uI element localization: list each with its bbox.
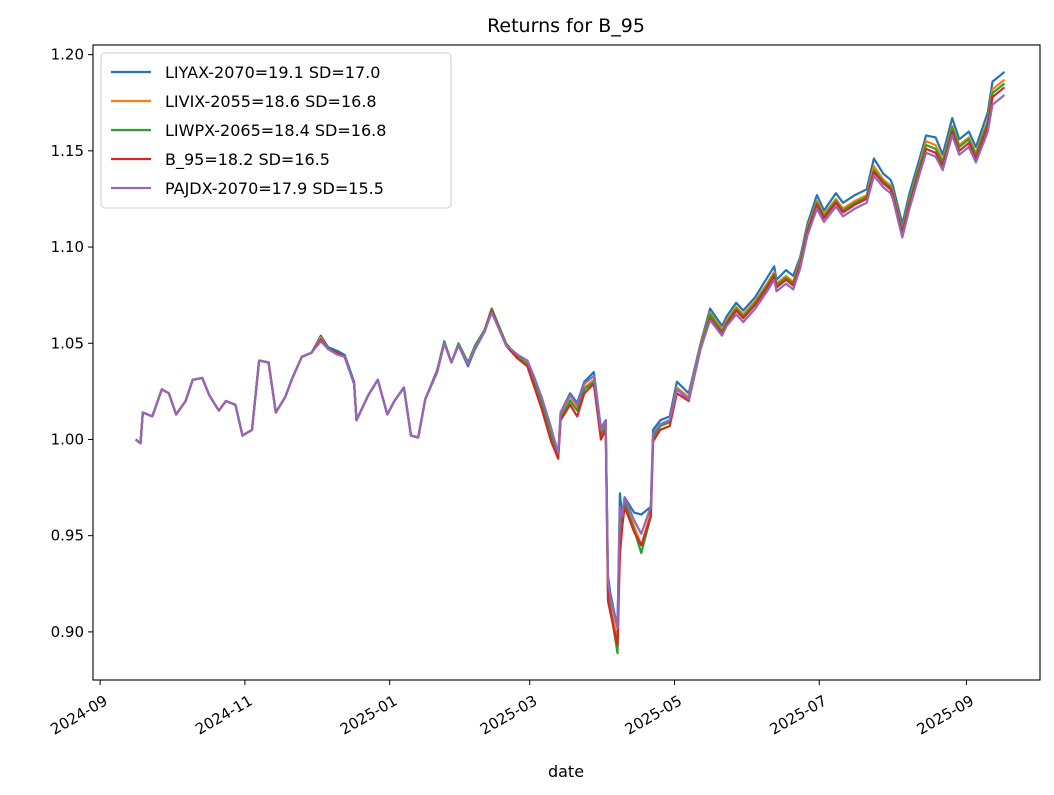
legend-label-4: B_95=18.2 SD=16.5 (165, 150, 330, 170)
series-layer (135, 71, 1006, 655)
y-axis: 0.90 0.95 1.00 1.05 1.10 1.15 1.20 (51, 46, 93, 641)
y-tick-label-6: 1.15 (51, 142, 84, 160)
legend: LIYAX-2070=19.1 SD=17.0 LIVIX-2055=18.6 S… (100, 52, 452, 209)
y-tick-label-1: 0.90 (51, 623, 84, 641)
series-line-5 (135, 94, 1006, 630)
legend-label-5: PAJDX-2070=17.9 SD=15.5 (165, 179, 384, 198)
y-tick-label-3: 1.00 (51, 430, 84, 448)
legend-label-1: LIYAX-2070=19.1 SD=17.0 (165, 63, 380, 82)
x-axis-title: date (548, 762, 584, 781)
chart-title: Returns for B_95 (487, 15, 645, 37)
plot-frame (92, 44, 1041, 681)
y-tick-label-5: 1.10 (51, 238, 84, 256)
y-tick-label-4: 1.05 (51, 334, 84, 352)
legend-label-2: LIVIX-2055=18.6 SD=16.8 (165, 92, 377, 111)
y-tick-label-2: 0.95 (51, 527, 84, 545)
legend-box (100, 52, 452, 209)
legend-label-3: LIWPX-2065=18.4 SD=16.8 (165, 121, 386, 140)
y-tick-label-7: 1.20 (51, 46, 84, 64)
